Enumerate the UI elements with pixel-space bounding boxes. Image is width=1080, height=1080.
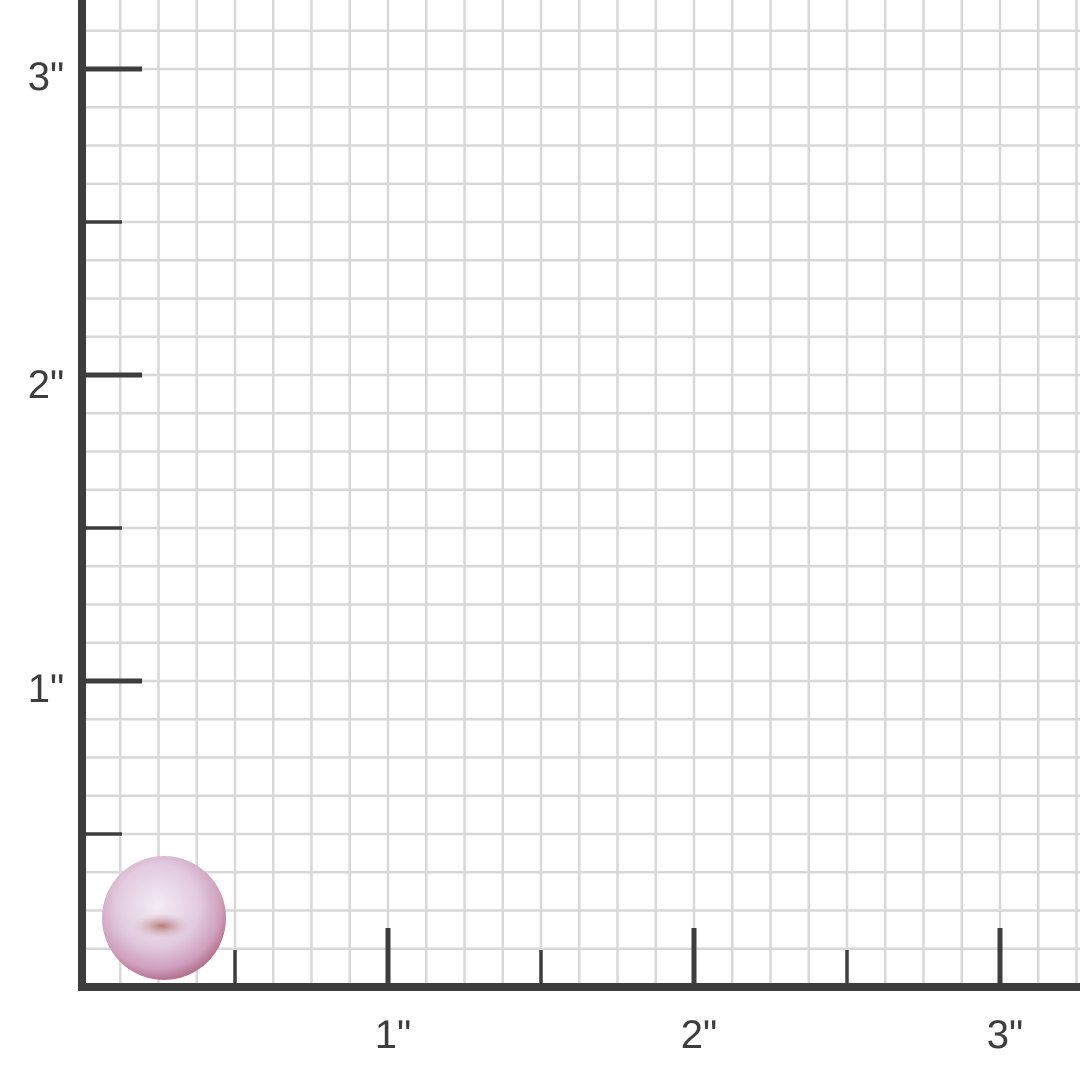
y-label-3: 3" (28, 55, 64, 99)
pearl-image (102, 856, 226, 980)
x-label-1: 1" (375, 1013, 411, 1057)
y-label-2: 2" (28, 363, 64, 407)
x-label-3: 3" (987, 1013, 1023, 1057)
grid-lines (82, 0, 1080, 987)
x-label-2: 2" (681, 1013, 717, 1057)
axis-labels: 1" 2" 3" 1" 2" 3" (28, 55, 1023, 1057)
axes (78, 0, 1080, 991)
y-label-1: 1" (28, 667, 64, 711)
